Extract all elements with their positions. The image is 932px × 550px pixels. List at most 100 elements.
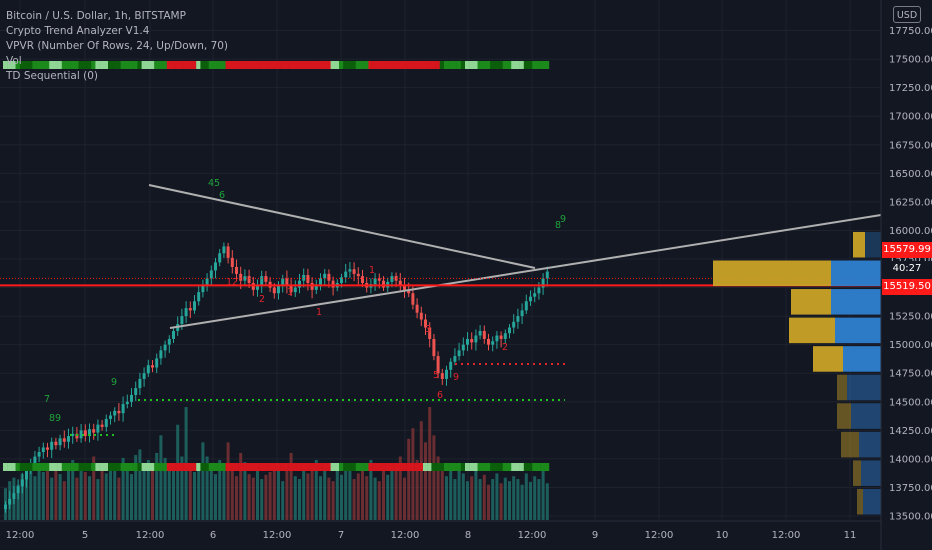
trend-band-top bbox=[66, 61, 71, 69]
time-tick-label: 12:00 bbox=[263, 530, 292, 541]
price-tick-label: 13500.00 bbox=[889, 512, 932, 523]
volume-bar bbox=[180, 456, 184, 520]
candle-body bbox=[205, 278, 209, 286]
td-up-label: 45 bbox=[208, 178, 220, 189]
candle-body bbox=[495, 335, 499, 342]
trend-band-top bbox=[221, 61, 226, 69]
trend-band-bottom bbox=[389, 463, 394, 471]
trend-band-bottom bbox=[301, 463, 306, 471]
volume-bar bbox=[491, 479, 495, 520]
trend-band-top bbox=[334, 61, 340, 69]
trend-band-bottom bbox=[158, 463, 163, 471]
trend-band-top bbox=[70, 61, 75, 69]
trend-band-bottom bbox=[532, 463, 537, 471]
trend-band-bottom bbox=[259, 463, 264, 471]
trend-band-top bbox=[364, 61, 369, 69]
trend-band-top bbox=[36, 61, 41, 69]
trend-band-top bbox=[141, 61, 146, 69]
currency-badge[interactable]: USD bbox=[893, 6, 921, 23]
candle-body bbox=[159, 350, 163, 359]
candle-body bbox=[382, 280, 385, 288]
trend-band-top bbox=[187, 61, 193, 69]
time-tick-label: 12:00 bbox=[136, 530, 165, 541]
volume-bar bbox=[151, 470, 154, 520]
volume-bar bbox=[209, 463, 213, 520]
trend-band-bottom bbox=[87, 463, 92, 471]
volume-bar bbox=[499, 483, 503, 520]
candle-body bbox=[104, 418, 108, 427]
volume-bar bbox=[394, 467, 398, 520]
time-axis[interactable]: 12:00 5 12:00 6 12:00 7 12:00 8 12:00 9 12:00 10 12:… bbox=[0, 520, 881, 541]
symbol-title[interactable]: Bitcoin / U.S. Dollar, 1h, BITSTAMP bbox=[6, 10, 186, 22]
volume-bar bbox=[445, 476, 448, 520]
trend-band-top bbox=[112, 61, 117, 69]
candle-body bbox=[461, 344, 465, 351]
time-tick-label: 12:00 bbox=[645, 530, 674, 541]
vpvr-up-bar bbox=[847, 374, 881, 401]
candle-body bbox=[218, 253, 222, 263]
vpvr-down-bar bbox=[713, 260, 831, 287]
trend-band-bottom bbox=[385, 463, 390, 471]
indicator-vpvr[interactable]: VPVR (Number Of Rows, 24, Up/Down, 70) bbox=[6, 40, 229, 52]
candle-body bbox=[449, 361, 453, 370]
volume-bar bbox=[256, 470, 259, 520]
trend-band-top bbox=[267, 61, 272, 69]
candle-body bbox=[201, 285, 205, 293]
candle-body bbox=[411, 293, 415, 305]
trend-band-top bbox=[540, 61, 545, 69]
candle-body bbox=[344, 271, 348, 278]
volume-bar bbox=[201, 442, 205, 520]
candle-body bbox=[377, 278, 381, 281]
indicator-crypto-trend[interactable]: Crypto Trend Analyzer V1.4 bbox=[6, 25, 150, 37]
indicator-td-sequential[interactable]: TD Sequential (0) bbox=[6, 70, 98, 82]
trend-band-top bbox=[217, 61, 222, 69]
td-down-label: 6 bbox=[437, 390, 443, 401]
trend-band-bottom bbox=[204, 463, 209, 471]
trend-band-bottom bbox=[129, 463, 134, 471]
indicator-volume[interactable]: Vol bbox=[6, 55, 22, 67]
vpvr-up-bar bbox=[831, 260, 881, 287]
trend-band-top bbox=[368, 61, 373, 69]
candle-body bbox=[440, 373, 444, 379]
candle-body bbox=[373, 278, 377, 285]
trend-band-bottom bbox=[473, 463, 478, 471]
trend-band-top bbox=[313, 61, 319, 69]
trend-band-bottom bbox=[414, 463, 419, 471]
trend-band-bottom bbox=[418, 463, 424, 471]
candle-body bbox=[8, 498, 12, 505]
trend-band-bottom bbox=[481, 463, 487, 471]
candle-body bbox=[243, 276, 247, 281]
trend-band-bottom bbox=[334, 463, 340, 471]
trend-band-bottom bbox=[309, 463, 314, 471]
volume-bar bbox=[46, 469, 49, 520]
trend-band-top bbox=[498, 61, 503, 69]
candle-body bbox=[323, 273, 327, 279]
price-tick-label: 15750.00 bbox=[889, 255, 932, 266]
trend-band-bottom bbox=[213, 463, 218, 471]
trend-band-top bbox=[120, 61, 125, 69]
trend-band-top bbox=[183, 61, 188, 69]
candle-body bbox=[46, 447, 49, 450]
trend-band-bottom bbox=[32, 463, 37, 471]
volume-bar bbox=[25, 479, 28, 520]
candle-body bbox=[264, 276, 268, 282]
trend-band-bottom bbox=[292, 463, 298, 471]
candle-body bbox=[453, 356, 457, 362]
candle-body bbox=[37, 452, 41, 457]
volume-bar bbox=[314, 460, 318, 520]
candle-body bbox=[512, 321, 516, 328]
time-tick-label: 9 bbox=[592, 530, 598, 541]
volume-bar bbox=[247, 474, 251, 520]
volume-bar bbox=[361, 469, 364, 520]
candle-body bbox=[260, 276, 264, 286]
volume-bar bbox=[214, 474, 217, 520]
trend-band-bottom bbox=[271, 463, 277, 471]
trend-band-bottom bbox=[393, 463, 398, 471]
trend-band-top bbox=[355, 61, 361, 69]
trend-band-top bbox=[87, 61, 92, 69]
candle-body bbox=[533, 293, 537, 297]
trend-band-top bbox=[318, 61, 323, 69]
volume-bar bbox=[390, 463, 394, 520]
candle-body bbox=[130, 394, 133, 402]
